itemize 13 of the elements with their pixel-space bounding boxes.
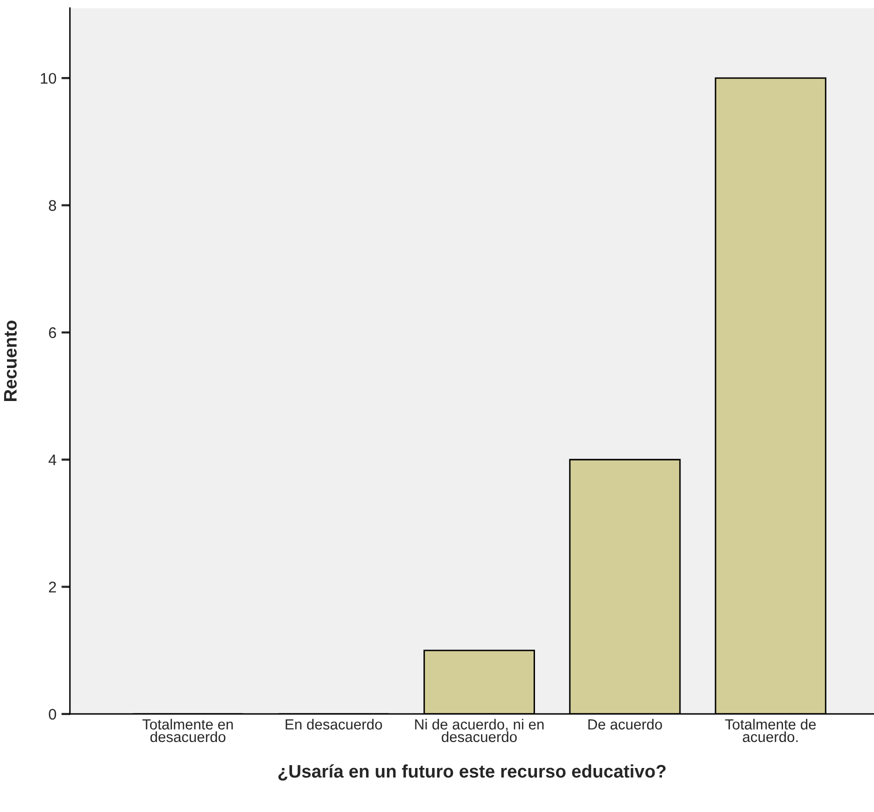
x-tick-label: Totalmente en desacuerdo bbox=[142, 718, 233, 742]
y-tick-label: 10 bbox=[40, 72, 56, 84]
x-axis-title: ¿Usaría en un futuro este recurso educativo? bbox=[278, 764, 666, 781]
y-tick-label: 4 bbox=[48, 454, 56, 466]
x-tick-label: Ni de acuerdo, ni en desacuerdo bbox=[415, 718, 544, 742]
x-tick-label: En desacuerdo bbox=[286, 718, 382, 730]
x-tick-label: De acuerdo bbox=[588, 718, 662, 730]
y-axis-title: Recuento bbox=[4, 320, 17, 401]
y-tick-label: 8 bbox=[48, 200, 56, 211]
y-tick-label: 0 bbox=[48, 708, 56, 720]
x-tick-label: Totalmente de acuerdo. bbox=[725, 718, 816, 742]
y-tick-label: 6 bbox=[49, 327, 56, 338]
y-tick-label: 2 bbox=[49, 582, 56, 592]
